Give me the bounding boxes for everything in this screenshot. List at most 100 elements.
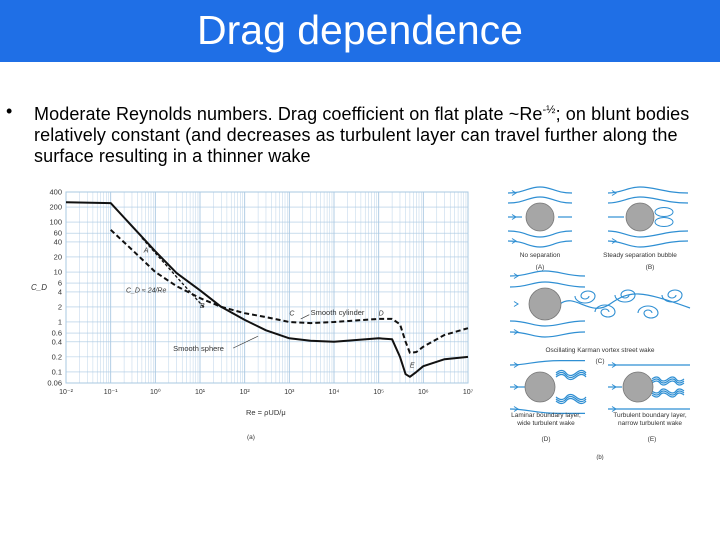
bullet-text-pre: Moderate Reynolds numbers. Drag coeffici… bbox=[34, 104, 543, 124]
streamline bbox=[507, 240, 573, 248]
y-tick-label: 200 bbox=[49, 203, 62, 212]
flow-arrow bbox=[611, 362, 617, 368]
karman-vortex bbox=[574, 290, 596, 304]
y-tick-label: 60 bbox=[54, 229, 62, 238]
caption-separation-bubble: Steady separation bubble bbox=[603, 252, 677, 259]
y-tick-label: 20 bbox=[54, 252, 62, 261]
x-axis-label: Re = ρUD/μ bbox=[246, 408, 286, 417]
x-tick-label: 10⁶ bbox=[418, 389, 429, 396]
y-tick-label: 0.6 bbox=[52, 329, 62, 338]
y-tick-label: 100 bbox=[49, 218, 62, 227]
x-tick-label: 10⁷ bbox=[463, 389, 474, 396]
label-stokes-formula: C_D ≈ 24/Re bbox=[126, 287, 167, 294]
point-label-a: A bbox=[143, 248, 149, 255]
y-tick-label: 0.4 bbox=[52, 337, 62, 346]
label-panel-a: (A) bbox=[536, 264, 545, 271]
y-tick-label: 10 bbox=[54, 268, 62, 277]
karman-vortex bbox=[661, 289, 683, 303]
flow-arrow bbox=[513, 301, 519, 307]
chart-panel-label: (a) bbox=[247, 434, 255, 441]
flow-arrow bbox=[513, 329, 519, 335]
cylinder-shape bbox=[528, 287, 562, 321]
separation-bubble-lower bbox=[654, 217, 674, 227]
caption-laminar-line-2: wide turbulent wake bbox=[516, 420, 575, 427]
label-panel-d: (D) bbox=[541, 436, 550, 443]
y-tick-label: 0.1 bbox=[52, 367, 62, 376]
x-tick-label: 10⁻² bbox=[59, 389, 73, 396]
y-tick-label: 6 bbox=[58, 279, 62, 288]
narrow-wake-upper bbox=[651, 376, 685, 382]
streamline bbox=[607, 230, 689, 238]
point-label-c: C bbox=[289, 310, 295, 317]
turbulent-wake-lower bbox=[555, 395, 587, 403]
y-tick-label: 0.2 bbox=[52, 352, 62, 361]
turbulent-wake-lower bbox=[555, 393, 587, 401]
series-line-smooth-sphere bbox=[65, 201, 469, 378]
y-tick-label: 4 bbox=[58, 287, 62, 296]
cylinder-shape bbox=[625, 202, 655, 232]
leader-smooth-cylinder bbox=[300, 314, 310, 320]
streamline bbox=[607, 240, 689, 248]
streamline bbox=[509, 408, 585, 414]
label-smooth-cylinder: Smooth cylinder bbox=[311, 308, 365, 317]
turbulent-wake-upper bbox=[555, 371, 587, 379]
separation-bubble-upper bbox=[654, 207, 674, 217]
streamline bbox=[509, 281, 586, 288]
streamline bbox=[507, 230, 573, 238]
streamline bbox=[607, 196, 689, 204]
y-tick-label: 400 bbox=[49, 188, 62, 197]
y-axis-label: C_D bbox=[31, 283, 47, 292]
point-label-b: B bbox=[200, 303, 205, 310]
y-tick-label: 1 bbox=[58, 317, 62, 326]
series-line-c-d-24-re bbox=[141, 237, 204, 308]
caption-karman-vortex: Oscillating Karman vortex street wake bbox=[545, 347, 654, 354]
turbulent-wake-upper bbox=[555, 369, 587, 377]
turbulent-wake-upper bbox=[555, 373, 587, 381]
flow-arrow bbox=[513, 406, 519, 412]
x-tick-label: 10² bbox=[240, 389, 251, 396]
flow-patterns: No separation (A) Steady separation bubble… bbox=[507, 186, 691, 460]
x-tick-label: 10¹ bbox=[195, 389, 206, 396]
label-smooth-sphere: Smooth sphere bbox=[173, 344, 224, 353]
series-line-smooth-cylinder bbox=[110, 229, 469, 354]
caption-laminar-line-1: Laminar boundary layer, bbox=[511, 412, 581, 419]
cylinder-shape bbox=[525, 202, 555, 232]
drag-chart: 10⁻² 10⁻¹ 10⁰ 10¹ 10² 10³ 10⁴ 10⁵ 10⁶ 10⁷40020010… bbox=[31, 188, 474, 442]
karman-vortex bbox=[614, 289, 636, 303]
label-panel-e: (E) bbox=[648, 436, 657, 443]
streamline bbox=[509, 270, 586, 277]
label-panel-c: (C) bbox=[595, 358, 604, 365]
x-tick-label: 10⁴ bbox=[329, 389, 340, 396]
karman-vortex bbox=[594, 304, 616, 318]
flow-arrow bbox=[513, 362, 519, 368]
flow-arrow bbox=[511, 238, 517, 244]
narrow-wake-lower bbox=[651, 390, 685, 396]
point-label-e: E bbox=[410, 363, 415, 370]
cylinder-shape bbox=[622, 371, 654, 403]
bullet-text: Moderate Reynolds numbers. Drag coeffici… bbox=[34, 100, 706, 167]
title-bar: Drag dependence bbox=[0, 0, 720, 62]
x-tick-label: 10⁰ bbox=[150, 388, 161, 396]
bullet-text-post: ; on blunt bodies relatively constant (a… bbox=[34, 104, 690, 166]
narrow-wake-upper bbox=[651, 380, 685, 386]
y-tick-label: 40 bbox=[54, 237, 62, 246]
caption-no-separation: No separation bbox=[520, 252, 561, 259]
x-tick-label: 10⁻¹ bbox=[104, 389, 118, 396]
slide-title: Drag dependence bbox=[197, 7, 523, 53]
streamline bbox=[507, 196, 573, 204]
drag-figure: 10⁻² 10⁻¹ 10⁰ 10¹ 10² 10³ 10⁴ 10⁵ 10⁶ 10⁷40020010… bbox=[31, 186, 691, 460]
flow-panel-label: (b) bbox=[596, 455, 603, 460]
flow-arrow bbox=[511, 214, 517, 220]
flow-arrow bbox=[611, 238, 617, 244]
y-tick-label: 0.06 bbox=[47, 379, 62, 388]
cylinder-shape bbox=[524, 371, 556, 403]
flow-arrow bbox=[511, 190, 517, 196]
flow-arrow bbox=[611, 406, 617, 412]
label-panel-b: (B) bbox=[646, 264, 655, 271]
streamline bbox=[607, 186, 689, 194]
flow-arrow bbox=[611, 384, 617, 390]
narrow-wake-lower bbox=[651, 388, 685, 394]
flow-arrow bbox=[513, 273, 519, 279]
narrow-wake-upper bbox=[651, 378, 685, 384]
x-tick-label: 10⁵ bbox=[373, 389, 384, 396]
